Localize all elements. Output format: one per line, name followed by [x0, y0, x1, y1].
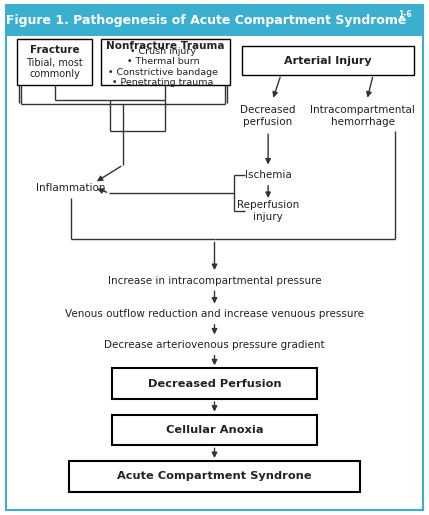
Text: Ischemia: Ischemia [245, 170, 291, 180]
Text: Inflammation: Inflammation [36, 183, 106, 193]
Text: Figure 1. Pathogenesis of Acute Compartment Syndrome: Figure 1. Pathogenesis of Acute Compartm… [6, 13, 406, 27]
Text: Arterial Injury: Arterial Injury [284, 56, 372, 65]
Text: Decrease arteriovenous pressure gradient: Decrease arteriovenous pressure gradient [104, 340, 325, 350]
FancyBboxPatch shape [17, 39, 92, 85]
Text: Cellular Anoxia: Cellular Anoxia [166, 425, 263, 435]
Text: Venous outflow reduction and increase venuous pressure: Venous outflow reduction and increase ve… [65, 309, 364, 319]
Text: 1-6: 1-6 [399, 10, 412, 19]
Text: Fracture: Fracture [30, 45, 79, 55]
Text: Acute Compartment Syndrone: Acute Compartment Syndrone [117, 471, 312, 482]
FancyBboxPatch shape [242, 46, 414, 75]
Text: Decreased Perfusion: Decreased Perfusion [148, 379, 281, 389]
Text: Reperfusion
injury: Reperfusion injury [237, 200, 299, 222]
Text: Tibial, most
commonly: Tibial, most commonly [26, 58, 83, 79]
FancyBboxPatch shape [6, 5, 423, 510]
FancyBboxPatch shape [6, 5, 423, 36]
Text: Nonfracture Trauma: Nonfracture Trauma [106, 41, 224, 52]
Text: • Crush injury
• Thermal burn
• Constrictive bandage
• Penetrating trauma: • Crush injury • Thermal burn • Constric… [108, 47, 218, 87]
Text: Decreased
perfusion: Decreased perfusion [240, 105, 296, 127]
Text: Increase in intracompartmental pressure: Increase in intracompartmental pressure [108, 276, 321, 286]
FancyBboxPatch shape [112, 415, 317, 445]
Text: Intracompartmental
hemorrhage: Intracompartmental hemorrhage [310, 105, 415, 127]
FancyBboxPatch shape [69, 461, 360, 492]
FancyBboxPatch shape [112, 368, 317, 399]
FancyBboxPatch shape [101, 39, 230, 85]
